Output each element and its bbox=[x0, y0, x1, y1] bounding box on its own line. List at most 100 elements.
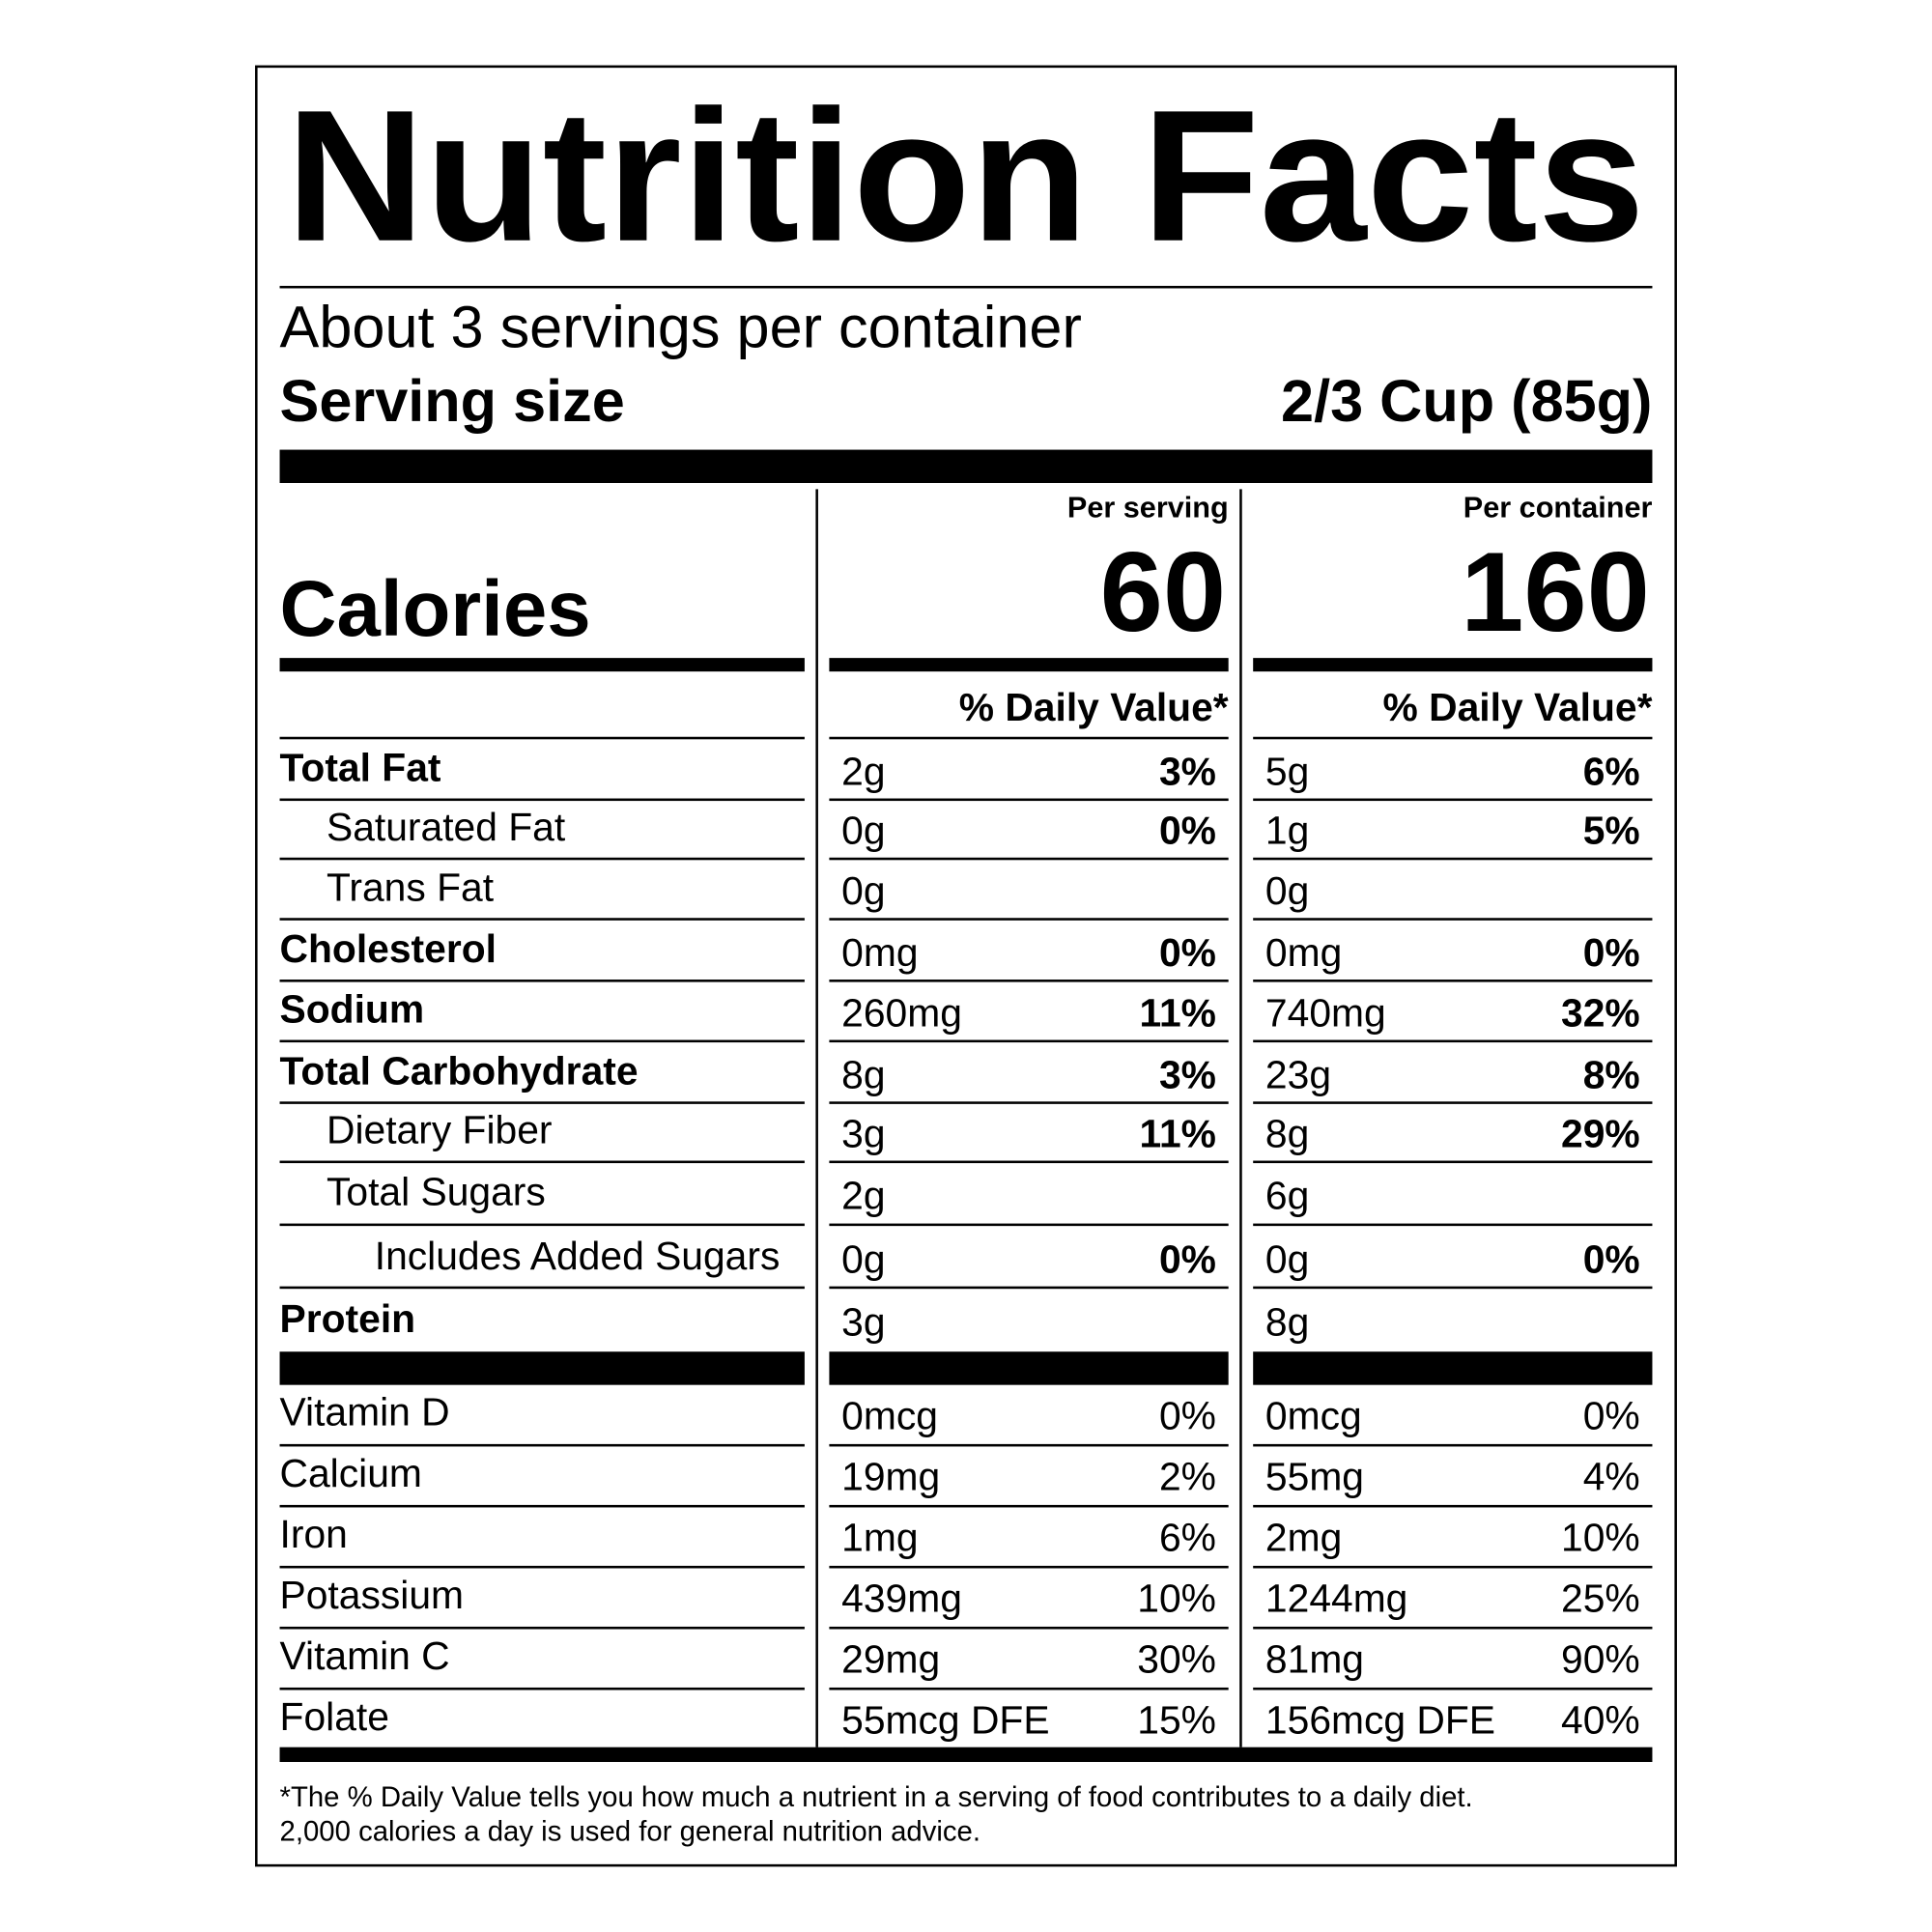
daily-value: 29% bbox=[1561, 1112, 1640, 1156]
footnote: 2,000 calories a day is used for general… bbox=[280, 1816, 981, 1848]
thick-bar bbox=[279, 449, 1653, 483]
amount: 0g bbox=[841, 1237, 885, 1282]
daily-value: 3% bbox=[1159, 1052, 1216, 1096]
rule bbox=[279, 736, 805, 740]
daily-value: 0% bbox=[1583, 1394, 1640, 1438]
bar bbox=[829, 658, 1229, 672]
daily-value: 0% bbox=[1583, 930, 1640, 975]
daily-value: 6% bbox=[1583, 750, 1640, 794]
servings: About 3 servings per container bbox=[280, 295, 1082, 360]
daily-value: 8% bbox=[1583, 1052, 1640, 1096]
rule bbox=[279, 285, 1653, 289]
nutrient-name: Includes Added Sugars bbox=[375, 1234, 781, 1278]
vitamin-name: Folate bbox=[280, 1694, 389, 1739]
rule bbox=[1253, 1160, 1653, 1164]
vitamin-name: Vitamin C bbox=[280, 1634, 450, 1678]
amount: 29mg bbox=[841, 1637, 940, 1682]
daily-value: 0% bbox=[1159, 1394, 1216, 1438]
bar bbox=[829, 1351, 1229, 1385]
rule bbox=[1253, 918, 1653, 921]
rule bbox=[829, 736, 1229, 740]
calories-label: Calories bbox=[280, 565, 591, 653]
rule bbox=[829, 1504, 1229, 1508]
rule bbox=[829, 1223, 1229, 1227]
rule bbox=[279, 1565, 805, 1569]
rule bbox=[1253, 1101, 1653, 1104]
rule bbox=[1253, 1687, 1653, 1690]
rule bbox=[1253, 1039, 1653, 1043]
amount: 156mcg DFE bbox=[1265, 1698, 1495, 1743]
bar bbox=[1253, 658, 1653, 672]
daily-value: 15% bbox=[1137, 1698, 1216, 1743]
amount: 19mg bbox=[841, 1455, 940, 1499]
nutrient-name: Total Fat bbox=[280, 746, 441, 790]
thick-bar bbox=[279, 1747, 1653, 1762]
rule bbox=[829, 798, 1229, 802]
rule bbox=[279, 1443, 805, 1447]
rule bbox=[279, 1687, 805, 1690]
amount: 0mg bbox=[1265, 930, 1342, 975]
daily-value: 30% bbox=[1137, 1637, 1216, 1682]
daily-value: 0% bbox=[1159, 1237, 1216, 1282]
rule bbox=[1253, 1565, 1653, 1569]
nutrient-name: Dietary Fiber bbox=[327, 1108, 553, 1152]
column-header: Per serving bbox=[1067, 492, 1229, 525]
vitamin-name: Iron bbox=[280, 1512, 348, 1556]
nutrient-name: Total Sugars bbox=[327, 1169, 546, 1213]
rule bbox=[1253, 1626, 1653, 1630]
amount: 0g bbox=[841, 809, 885, 853]
daily-value: 0% bbox=[1583, 1237, 1640, 1282]
amount: 260mg bbox=[841, 991, 962, 1036]
rule bbox=[279, 1504, 805, 1508]
rule bbox=[279, 1626, 805, 1630]
amount: 55mg bbox=[1265, 1455, 1364, 1499]
daily-value: 5% bbox=[1583, 809, 1640, 853]
daily-value: 0% bbox=[1159, 930, 1216, 975]
bar bbox=[279, 658, 805, 672]
rule bbox=[829, 1565, 1229, 1569]
amount: 0mcg bbox=[1265, 1394, 1362, 1438]
calories-value: 160 bbox=[1461, 528, 1650, 655]
column-header: Per container bbox=[1463, 492, 1653, 525]
amount: 439mg bbox=[841, 1577, 962, 1621]
amount: 740mg bbox=[1265, 991, 1386, 1036]
amount: 0g bbox=[1265, 1237, 1309, 1282]
rule bbox=[829, 1687, 1229, 1690]
daily-value: 4% bbox=[1583, 1455, 1640, 1499]
rule bbox=[829, 980, 1229, 982]
title: Nutrition Facts bbox=[286, 71, 1645, 281]
daily-value: 32% bbox=[1561, 991, 1640, 1036]
daily-value: 10% bbox=[1137, 1577, 1216, 1621]
bar bbox=[279, 1351, 805, 1385]
rule bbox=[279, 1286, 805, 1290]
daily-value: 0% bbox=[1159, 809, 1216, 853]
footnote: *The % Daily Value tells you how much a … bbox=[280, 1781, 1473, 1813]
rule bbox=[279, 1039, 805, 1043]
daily-value: 11% bbox=[1140, 1112, 1216, 1156]
amount: 6g bbox=[1265, 1173, 1309, 1217]
column-divider bbox=[815, 489, 818, 1747]
daily-value: 6% bbox=[1159, 1516, 1216, 1560]
vitamin-name: Vitamin D bbox=[280, 1390, 450, 1435]
serving-size-label: Serving size bbox=[280, 368, 625, 434]
amount: 3g bbox=[841, 1112, 885, 1156]
calories-value: 60 bbox=[1100, 528, 1227, 655]
nutrient-name: Cholesterol bbox=[280, 926, 497, 971]
rule bbox=[829, 1160, 1229, 1164]
column-divider bbox=[1239, 489, 1242, 1747]
daily-value: 25% bbox=[1561, 1577, 1640, 1621]
amount: 1g bbox=[1265, 809, 1309, 853]
amount: 55mcg DFE bbox=[841, 1698, 1049, 1743]
amount: 2mg bbox=[1265, 1516, 1342, 1560]
amount: 2g bbox=[841, 1173, 885, 1217]
serving-size-value: 2/3 Cup (85g) bbox=[1281, 368, 1652, 434]
daily-value: 3% bbox=[1159, 750, 1216, 794]
daily-value: 11% bbox=[1140, 991, 1216, 1036]
bar bbox=[1253, 1351, 1653, 1385]
amount: 2g bbox=[841, 750, 885, 794]
rule bbox=[1253, 1443, 1653, 1447]
nutrient-name: Sodium bbox=[280, 987, 425, 1032]
amount: 3g bbox=[841, 1300, 885, 1345]
